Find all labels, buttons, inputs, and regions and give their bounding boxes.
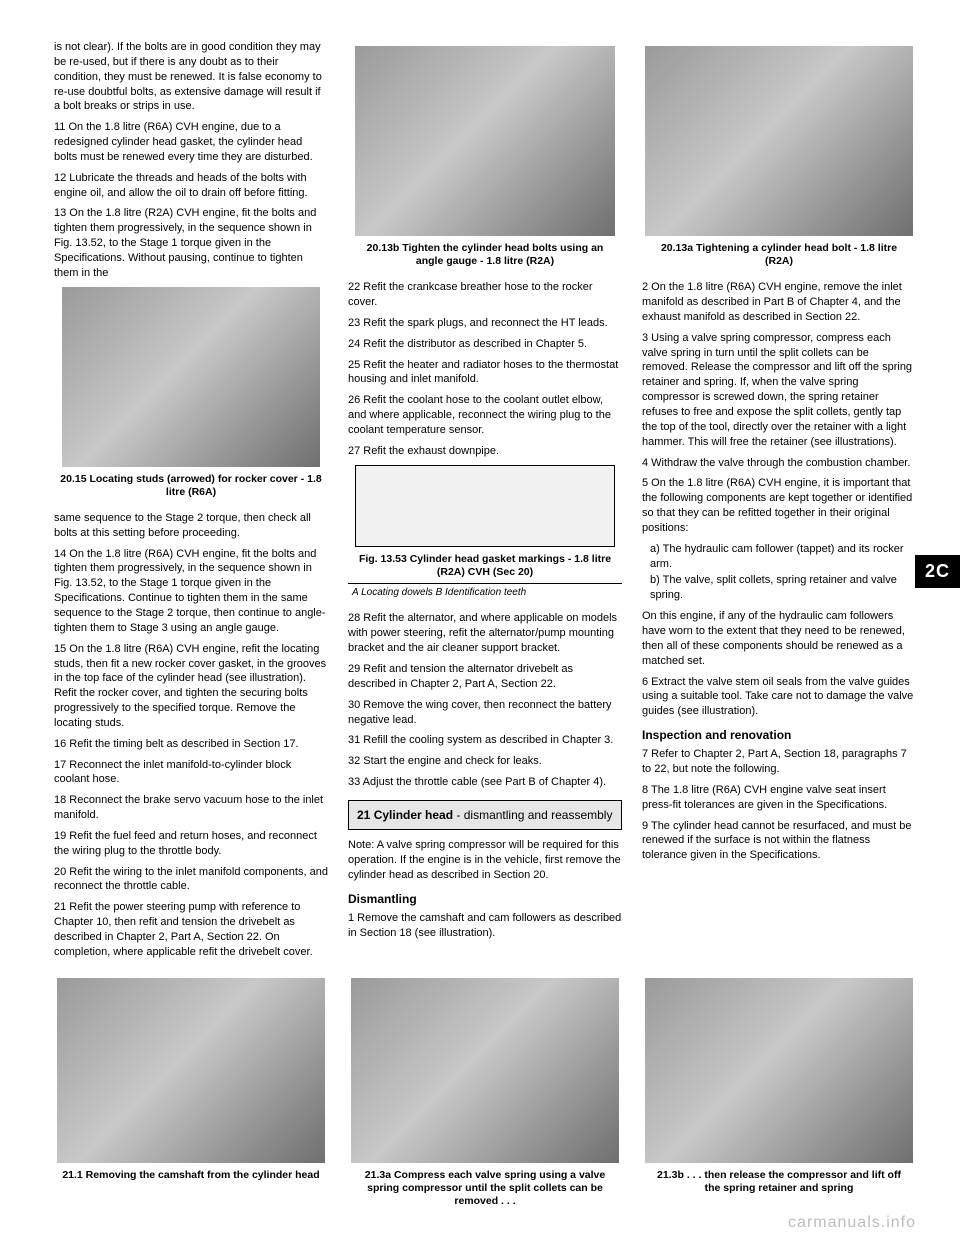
para: 33 Adjust the throttle cable (see Part B… (348, 775, 622, 790)
para: 7 Refer to Chapter 2, Part A, Section 18… (642, 747, 916, 777)
section-heading-box: 21 Cylinder head - dismantling and reass… (348, 800, 622, 830)
figure-compress-spring: 21.3a Compress each valve spring using a… (348, 978, 622, 1210)
figure-caption: Fig. 13.53 Cylinder head gasket markings… (348, 551, 622, 581)
figure-remove-camshaft: 21.1 Removing the camshaft from the cyli… (54, 978, 328, 1210)
figure-caption: 21.3a Compress each valve spring using a… (348, 1167, 622, 1210)
photo-release-compressor (645, 978, 913, 1163)
figure-subcaption: A Locating dowels B Identification teeth (348, 583, 622, 602)
para: 13 On the 1.8 litre (R2A) CVH engine, fi… (54, 206, 328, 280)
para: 11 On the 1.8 litre (R6A) CVH engine, du… (54, 120, 328, 165)
section-title: Cylinder head (374, 808, 453, 822)
figure-caption: 20.15 Locating studs (arrowed) for rocke… (54, 471, 328, 501)
watermark-text: carmanuals.info (788, 1214, 916, 1232)
para: 4 Withdraw the valve through the combust… (642, 456, 916, 471)
subheading-dismantling: Dismantling (348, 891, 622, 907)
figure-caption: 21.3b . . . then release the compressor … (642, 1167, 916, 1197)
para: 14 On the 1.8 litre (R6A) CVH engine, fi… (54, 547, 328, 636)
para: 32 Start the engine and check for leaks. (348, 754, 622, 769)
para: 2 On the 1.8 litre (R6A) CVH engine, rem… (642, 280, 916, 325)
figure-caption: 21.1 Removing the camshaft from the cyli… (54, 1167, 328, 1184)
column-3: 20.13a Tightening a cylinder head bolt -… (642, 40, 916, 966)
para: 9 The cylinder head cannot be resurfaced… (642, 819, 916, 864)
para: 19 Refit the fuel feed and return hoses,… (54, 829, 328, 859)
content-columns: is not clear). If the bolts are in good … (54, 40, 916, 966)
para: 15 On the 1.8 litre (R6A) CVH engine, re… (54, 642, 328, 731)
para: is not clear). If the bolts are in good … (54, 40, 328, 114)
para: 5 On the 1.8 litre (R6A) CVH engine, it … (642, 476, 916, 535)
section-number: 21 (357, 808, 370, 822)
figure-angle-gauge: 20.13b Tighten the cylinder head bolts u… (348, 46, 622, 270)
photo-tighten-bolt (645, 46, 913, 236)
para: same sequence to the Stage 2 torque, the… (54, 511, 328, 541)
para: 23 Refit the spark plugs, and reconnect … (348, 316, 622, 331)
para: 6 Extract the valve stem oil seals from … (642, 675, 916, 720)
photo-compress-spring (351, 978, 619, 1163)
para: 31 Refill the cooling system as describe… (348, 733, 622, 748)
photo-angle-gauge (355, 46, 615, 236)
manual-page: 2C is not clear). If the bolts are in go… (0, 0, 960, 1240)
para: 27 Refit the exhaust downpipe. (348, 444, 622, 459)
photo-locating-studs (62, 287, 320, 467)
figure-caption: 20.13b Tighten the cylinder head bolts u… (348, 240, 622, 270)
para: 30 Remove the wing cover, then reconnect… (348, 698, 622, 728)
list-item: b) The valve, split collets, spring reta… (650, 573, 916, 603)
diagram-gasket-markings (355, 465, 615, 547)
para: 18 Reconnect the brake servo vacuum hose… (54, 793, 328, 823)
figure-tighten-bolt: 20.13a Tightening a cylinder head bolt -… (642, 46, 916, 270)
para: 3 Using a valve spring compressor, compr… (642, 331, 916, 450)
figure-locating-studs: 20.15 Locating studs (arrowed) for rocke… (54, 287, 328, 501)
para: 8 The 1.8 litre (R6A) CVH engine valve s… (642, 783, 916, 813)
para: 24 Refit the distributor as described in… (348, 337, 622, 352)
figure-release-compressor: 21.3b . . . then release the compressor … (642, 978, 916, 1210)
bottom-figure-row: 21.1 Removing the camshaft from the cyli… (54, 978, 916, 1210)
para: 22 Refit the crankcase breather hose to … (348, 280, 622, 310)
subheading-inspection: Inspection and renovation (642, 727, 916, 743)
figure-gasket-markings: Fig. 13.53 Cylinder head gasket markings… (348, 465, 622, 602)
para: 29 Refit and tension the alternator driv… (348, 662, 622, 692)
para: 28 Refit the alternator, and where appli… (348, 611, 622, 656)
para: 16 Refit the timing belt as described in… (54, 737, 328, 752)
column-1: is not clear). If the bolts are in good … (54, 40, 328, 966)
photo-remove-camshaft (57, 978, 325, 1163)
para: 20 Refit the wiring to the inlet manifol… (54, 865, 328, 895)
column-2: 20.13b Tighten the cylinder head bolts u… (348, 40, 622, 966)
para: 25 Refit the heater and radiator hoses t… (348, 358, 622, 388)
para: 26 Refit the coolant hose to the coolant… (348, 393, 622, 438)
para: 21 Refit the power steering pump with re… (54, 900, 328, 959)
para: 17 Reconnect the inlet manifold-to-cylin… (54, 758, 328, 788)
figure-caption: 20.13a Tightening a cylinder head bolt -… (642, 240, 916, 270)
list-item: a) The hydraulic cam follower (tappet) a… (650, 542, 916, 572)
para: 12 Lubricate the threads and heads of th… (54, 171, 328, 201)
section-tab: 2C (915, 555, 960, 588)
para: On this engine, if any of the hydraulic … (642, 609, 916, 668)
para: 1 Remove the camshaft and cam followers … (348, 911, 622, 941)
section-subtitle: - dismantling and reassembly (453, 808, 612, 822)
para-note: Note: A valve spring compressor will be … (348, 838, 622, 883)
